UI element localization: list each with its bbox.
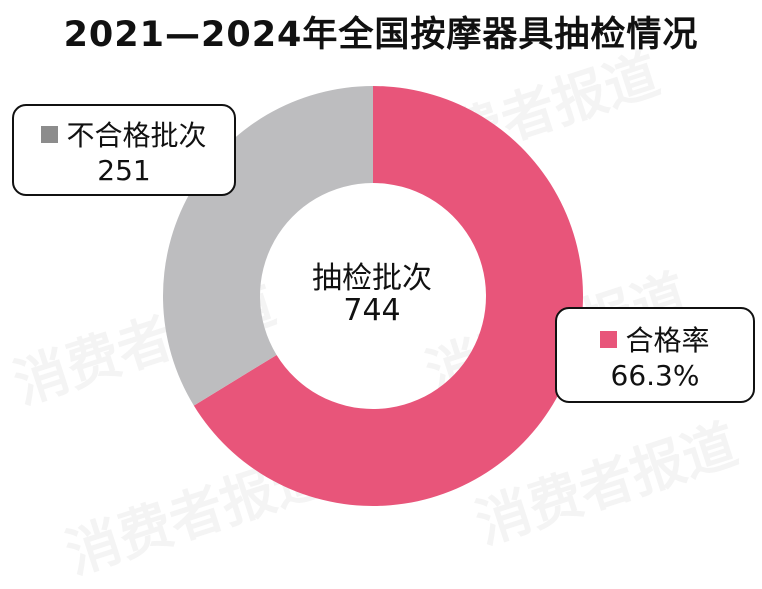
callout-fail: 不合格批次 251 [12, 104, 236, 196]
center-label-title: 抽检批次 [312, 261, 432, 296]
chart-title: 2021—2024年全国按摩器具抽检情况 [63, 15, 699, 55]
legend-swatch-fail [41, 125, 59, 143]
callout-fail-value: 251 [97, 154, 151, 187]
callout-pass-name: 合格率 [625, 324, 710, 357]
legend-swatch-pass [600, 330, 618, 348]
callout-pass-value: 66.3% [610, 359, 700, 392]
center-label-total: 744 [343, 293, 401, 328]
slice-pass [193, 86, 583, 507]
callout-pass: 合格率 66.3% [555, 307, 755, 403]
callout-fail-name: 不合格批次 [66, 119, 207, 152]
